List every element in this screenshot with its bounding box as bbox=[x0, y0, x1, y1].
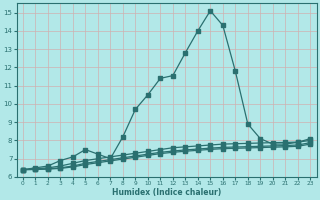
X-axis label: Humidex (Indice chaleur): Humidex (Indice chaleur) bbox=[112, 188, 221, 197]
